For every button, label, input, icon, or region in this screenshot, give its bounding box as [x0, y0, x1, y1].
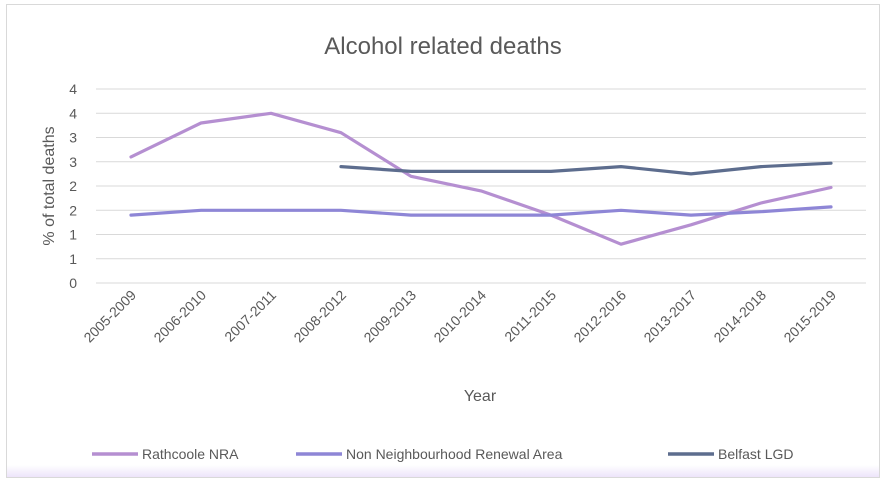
x-axis-label: Year [464, 388, 497, 405]
series-line-3 [339, 161, 833, 176]
y-axis-ticks: 0 1 1 2 2 3 3 4 4 [69, 81, 77, 291]
x-tick-label: 2010-2014 [430, 287, 489, 346]
x-tick-label: 2013-2017 [640, 287, 699, 346]
y-tick-label: 4 [69, 81, 77, 97]
y-tick-label: 1 [69, 251, 77, 267]
x-tick-label: 2015-2019 [780, 287, 839, 346]
y-tick-label: 4 [69, 105, 77, 121]
y-axis-label: % of total deaths [41, 126, 58, 245]
series-line-1 [129, 111, 833, 246]
series-lines [129, 111, 833, 246]
legend-label: Rathcoole NRA [142, 446, 239, 462]
y-tick-label: 3 [69, 130, 77, 146]
x-tick-label: 2012-2016 [570, 287, 629, 346]
legend-label: Non Neighbourhood Renewal Area [346, 446, 563, 462]
series-line-2 [129, 205, 833, 217]
x-tick-label: 2009-2013 [360, 287, 419, 346]
y-tick-label: 1 [69, 227, 77, 243]
x-axis-ticks: 2005-2009 2006-2010 2007-2011 2008-2012 2009… [80, 287, 839, 346]
y-tick-label: 0 [69, 275, 77, 291]
y-tick-label: 2 [69, 178, 77, 194]
y-tick-label: 2 [69, 202, 77, 218]
legend: Rathcoole NRA Non Neighbourhood Renewal A… [92, 446, 793, 462]
x-tick-label: 2007-2011 [221, 287, 279, 345]
legend-label: Belfast LGD [718, 446, 793, 462]
x-tick-label: 2014-2018 [710, 287, 769, 346]
x-tick-label: 2008-2012 [290, 287, 349, 346]
gridlines [96, 88, 866, 284]
y-tick-label: 3 [69, 154, 77, 170]
x-tick-label: 2011-2015 [501, 287, 559, 345]
chart-frame [6, 4, 880, 478]
x-tick-label: 2006-2010 [150, 287, 209, 346]
x-tick-label: 2005-2009 [80, 287, 139, 346]
chart-title: Alcohol related deaths [324, 33, 562, 60]
